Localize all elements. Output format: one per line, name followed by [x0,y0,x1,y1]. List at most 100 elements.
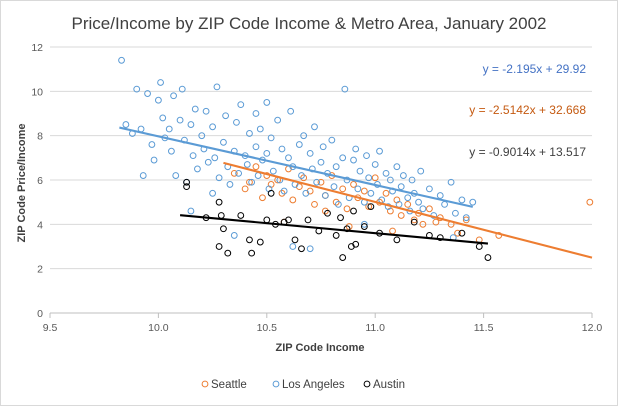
data-point-los-angeles [371,161,379,168]
data-point-los-angeles [187,121,195,128]
data-point-los-angeles [334,200,342,208]
data-point-los-angeles [313,178,321,186]
data-point-los-angeles [235,169,243,177]
data-point-austin [217,212,225,219]
data-point-seattle [246,178,253,186]
trendline-los-angeles [119,126,473,208]
data-points [118,56,594,261]
data-point-los-angeles [230,232,238,239]
data-point-seattle [252,163,260,171]
data-point-austin [484,254,492,261]
data-point-los-angeles [274,116,282,124]
data-point-los-angeles [133,85,141,93]
data-point-austin [339,254,347,261]
data-point-los-angeles [306,245,314,253]
data-point-los-angeles [187,207,195,215]
data-point-los-angeles [226,181,234,188]
y-tick-label: 2 [37,264,43,276]
data-point-los-angeles [295,141,303,148]
data-point-los-angeles [352,145,360,153]
data-point-los-angeles [204,158,212,166]
data-point-seattle [360,187,368,195]
data-point-seattle [241,185,249,193]
data-point-austin [220,225,227,233]
data-point-los-angeles [198,132,206,140]
data-point-austin [267,189,275,197]
data-point-seattle [365,203,373,211]
data-point-los-angeles [252,110,260,117]
data-point-los-angeles [321,192,329,199]
data-point-seattle [462,216,470,224]
data-point-los-angeles [263,99,271,106]
data-point-los-angeles [458,196,466,204]
data-point-los-angeles [202,107,210,115]
data-point-austin [183,183,190,191]
data-point-los-angeles [386,176,394,184]
data-point-seattle [345,223,353,230]
trendline-equation-los-angeles: y = -2.195x + 29.92 [483,62,587,76]
data-point-los-angeles [233,118,240,126]
trendline-equations: y = -2.195x + 29.92 y = -2.5142x + 32.668… [469,62,586,159]
data-point-los-angeles [148,141,156,148]
data-point-seattle [382,189,390,197]
y-axis-label: ZIP Code Price/Income [16,123,28,242]
data-point-austin [285,216,292,224]
data-point-los-angeles [237,101,245,109]
data-point-seattle [300,174,308,182]
trendlines [119,126,593,259]
data-point-los-angeles [339,154,347,162]
data-point-austin [183,178,190,186]
data-point-los-angeles [209,123,217,131]
data-point-seattle [586,198,594,206]
axes: 0 2 4 6 8 10 12 9.5 10.0 10.5 11.0 11.5 12.0 [31,42,602,334]
data-point-los-angeles [399,172,407,179]
data-point-austin [436,234,444,242]
chart-title: Price/Income by ZIP Code Income & Metro … [72,14,547,33]
legend-marker-los-angeles [272,380,280,388]
data-point-los-angeles [278,145,286,153]
data-point-seattle [317,178,325,186]
data-point-los-angeles [452,209,459,217]
trendline-equation-austin: y = -0.9014x + 13.517 [469,145,586,159]
data-point-los-angeles [376,147,383,155]
data-point-los-angeles [178,85,186,93]
data-point-los-angeles [215,174,223,182]
data-point-seattle [343,205,351,213]
data-point-seattle [389,227,396,235]
data-point-los-angeles [341,85,349,93]
data-point-los-angeles [302,189,310,197]
data-point-los-angeles [350,156,357,164]
data-point-los-angeles [287,107,295,115]
data-point-los-angeles [159,114,167,122]
trendline-austin [179,214,489,245]
data-point-los-angeles [317,158,325,166]
trendline-seattle [223,161,593,259]
data-point-los-angeles [354,185,362,193]
x-axis-label: ZIP Code Income [275,342,364,354]
data-point-los-angeles [298,172,305,179]
legend-label-seattle: Seattle [211,379,247,391]
data-point-los-angeles [269,167,277,175]
data-point-los-angeles [170,92,177,100]
data-point-los-angeles [220,138,227,146]
data-point-los-angeles [367,189,375,197]
data-point-los-angeles [426,185,433,193]
data-point-los-angeles [267,134,275,142]
data-point-los-angeles [436,192,444,199]
data-point-austin [332,232,340,239]
data-point-los-angeles [256,125,264,133]
data-point-austin [248,249,256,257]
data-point-los-angeles [417,167,425,175]
x-tick-label: 10.5 [257,322,278,334]
data-point-seattle [321,207,329,215]
data-point-los-angeles [157,79,164,86]
data-point-austin [367,203,375,211]
data-point-los-angeles [285,154,292,162]
data-point-los-angeles [356,167,364,175]
data-point-los-angeles [360,220,368,228]
data-point-austin [475,243,483,250]
data-point-los-angeles [139,172,147,179]
data-point-los-angeles [165,125,173,133]
legend: Seattle Los Angeles Austin [201,379,405,391]
